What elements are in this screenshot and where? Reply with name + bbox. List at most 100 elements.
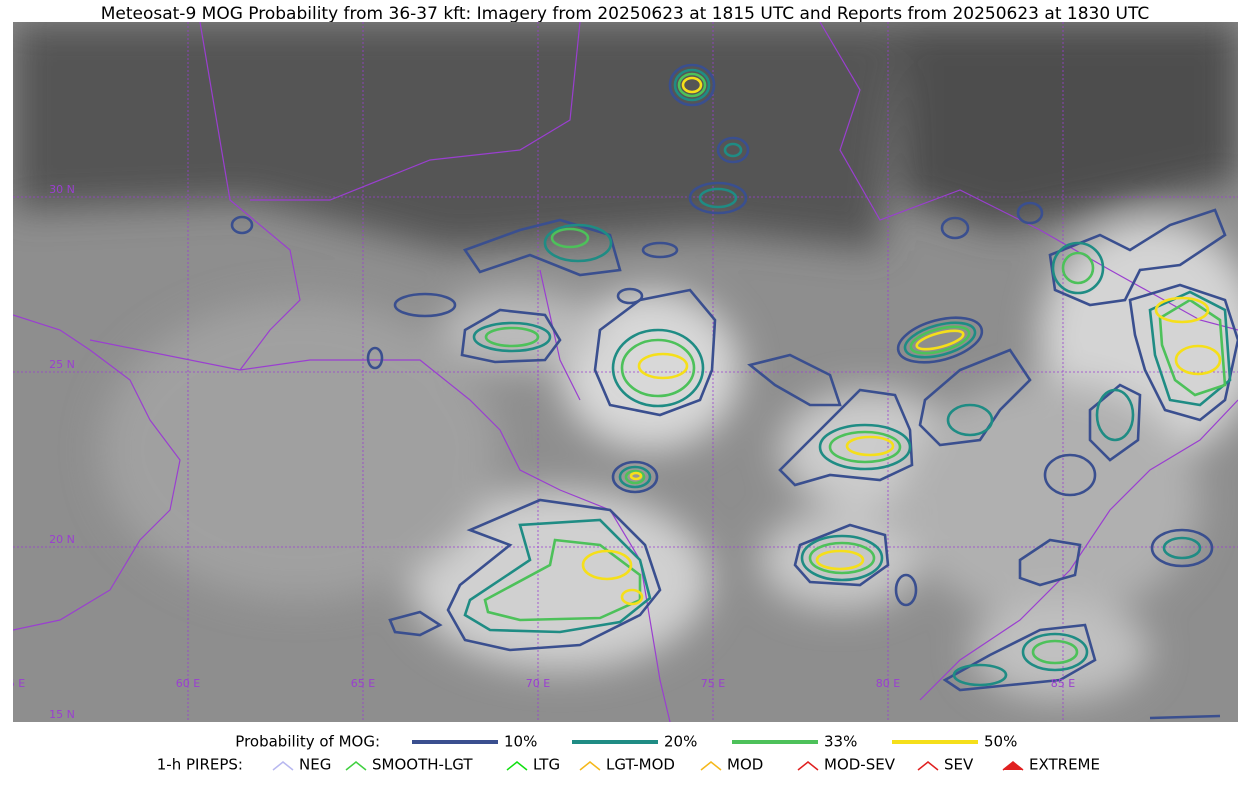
contour [1018,538,1082,587]
title: Meteosat-9 MOG Probability from 36-37 kf… [101,4,1150,24]
clouds [13,22,1238,700]
legend-label: MOD [727,756,763,774]
legend: Probability of MOG: 1-h PIREPS: 10% 20% 33… [157,733,1100,774]
contour [624,469,646,485]
contour [845,435,895,457]
contour [618,465,652,489]
contour [581,549,633,581]
lon-label: 65 E [351,677,375,690]
contour [484,326,540,348]
contour [818,423,912,471]
lat-label: 20 N [49,533,75,546]
legend-title: Probability of MOG: [235,733,380,751]
map: 30 N 25 N 20 N 15 N 55 E 60 E 65 E 70 E 75 E 80 E… [1,22,1238,722]
contour [393,292,457,318]
contour [681,76,703,94]
contour [1148,290,1232,407]
lon-label: 55 E [1,677,25,690]
contour [808,541,876,575]
legend-label: 33% [824,733,857,751]
contour [460,308,562,364]
lon-label: 80 E [876,677,900,690]
contour [896,316,984,364]
contour [673,68,711,102]
legend-icon [700,761,722,771]
contour [462,218,622,277]
contour [629,471,643,481]
contour [1016,201,1044,225]
legend-icon [272,761,294,771]
lon-label: 75 E [701,677,725,690]
contour [1174,344,1222,376]
contour [1051,241,1105,295]
legend-label: 20% [664,733,697,751]
contour [909,325,971,355]
border [199,22,301,371]
contour [1162,536,1202,560]
contour [828,430,902,464]
legend-label: SMOOTH-LGT [372,756,473,774]
legend-label: LTG [533,756,560,774]
legend-label: NEG [299,756,331,774]
lat-label: 30 N [49,183,75,196]
coastline [13,314,181,631]
contour [483,538,642,622]
legend-icon [917,761,939,771]
contour [620,588,644,606]
legend-label: 50% [984,733,1017,751]
contour [611,460,659,494]
contour [747,353,842,407]
contour [952,663,1008,687]
contour [1061,251,1095,285]
legend-label: MOD-SEV [824,756,896,774]
contour [918,348,1032,447]
contour [946,403,994,437]
contour [641,241,679,259]
legend-label: SEV [944,756,974,774]
legend-icon [506,761,528,771]
contour [800,534,884,582]
contour [446,498,662,652]
contour [698,187,738,209]
contour [1150,528,1214,568]
contour [366,346,384,370]
contour [1154,296,1210,324]
contour [793,523,890,587]
contour [1128,283,1238,422]
legend-label: EXTREME [1029,756,1100,774]
contour [637,352,689,380]
contour [463,518,652,634]
grid-labels: 30 N 25 N 20 N 15 N 55 E 60 E 65 E 70 E 75 E 80 E… [1,183,1075,721]
contour [815,549,865,571]
legend-label: LGT-MOD [606,756,675,774]
contour [1031,639,1079,665]
legend-icon [579,761,601,771]
contour [543,223,613,263]
contour [616,287,644,305]
legend-icon [797,761,819,771]
contour [472,321,552,353]
contour [688,181,748,215]
legend-label: 10% [504,733,537,751]
contour [230,215,254,235]
contour [388,610,443,637]
lat-label: 15 N [49,708,75,721]
border [250,22,581,401]
grid [13,22,1238,722]
legend-icon [345,761,367,771]
contour [1021,632,1089,672]
contour [1158,298,1227,397]
contour [716,136,750,164]
lat-label: 25 N [49,358,75,371]
legend-title: 1-h PIREPS: [157,756,243,774]
contour [1088,383,1142,462]
lon-label: 70 E [526,677,550,690]
coastline [919,399,1238,701]
contour [1149,714,1221,720]
contour [677,72,707,98]
contour [723,142,743,158]
contour [940,216,970,240]
contour [1095,388,1135,442]
lon-label: 60 E [176,677,200,690]
